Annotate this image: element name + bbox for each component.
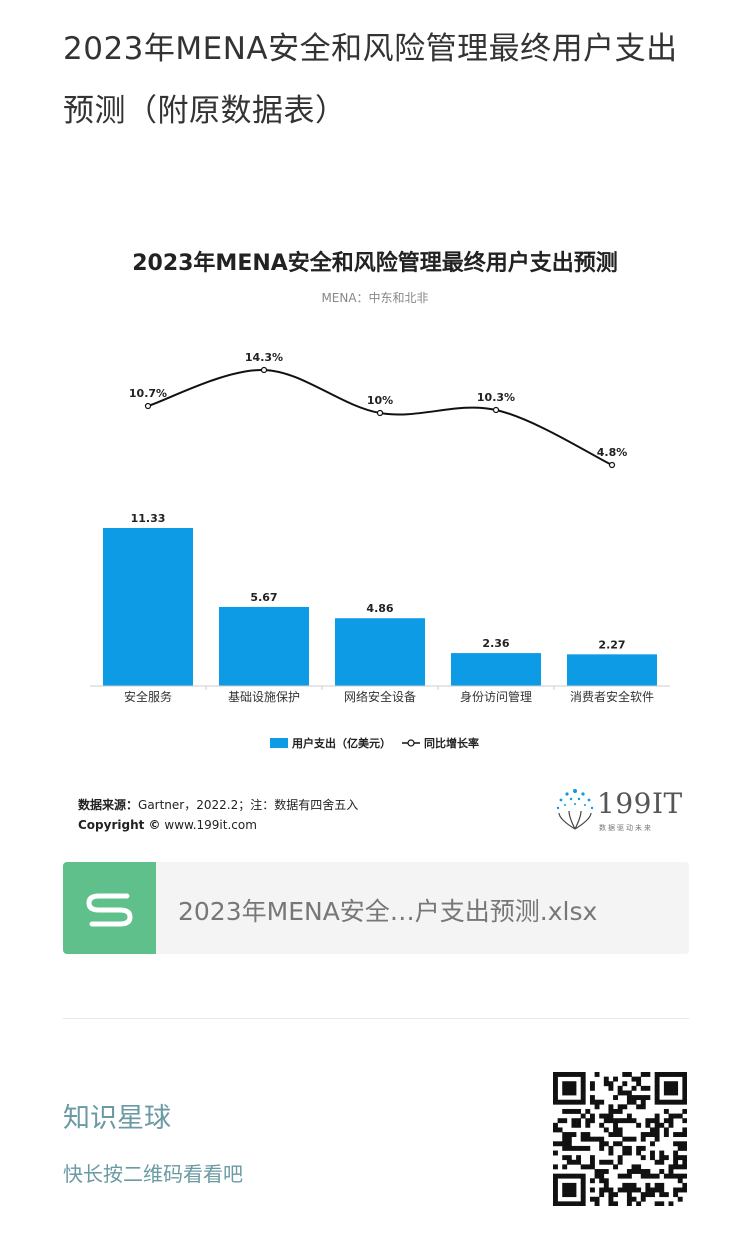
category-label-0: 安全服务 xyxy=(124,689,172,704)
growth-label-2: 10% xyxy=(367,394,393,407)
legend-line-marker xyxy=(407,739,415,747)
bar-4 xyxy=(567,654,657,686)
attachment-file-name: 2023年MENA安全…户支出预测.xlsx xyxy=(178,897,598,926)
bar-3 xyxy=(451,653,541,686)
copyright-label: Copyright © xyxy=(78,818,161,832)
growth-label-1: 14.3% xyxy=(245,351,283,364)
logo-text: 199IT xyxy=(597,787,683,820)
promo-title: 知识星球 xyxy=(63,1103,171,1134)
qr-code-icon[interactable] xyxy=(553,1072,687,1206)
chart-subtitle: MENA：中东和北非 xyxy=(321,291,429,305)
divider xyxy=(63,1018,689,1019)
legend-line-label: 同比增长率 xyxy=(424,736,479,750)
legend-bar-label: 用户支出（亿美元） xyxy=(292,736,391,750)
growth-point-4 xyxy=(608,461,616,469)
growth-label-0: 10.7% xyxy=(129,387,167,400)
category-label-1: 基础设施保护 xyxy=(228,690,300,704)
growth-point-2 xyxy=(376,409,384,417)
dandelion-icon xyxy=(556,789,594,830)
growth-point-0 xyxy=(144,402,152,410)
spreadsheet-s-icon xyxy=(63,862,156,954)
growth-point-1 xyxy=(260,366,268,374)
bar-2 xyxy=(335,618,425,686)
growth-point-3 xyxy=(492,406,500,414)
bar-value-label-3: 2.36 xyxy=(482,637,509,650)
bar-line-chart: 10.7% 14.3% 10% 10.3% 4.8% 11.33 5.67 4.86 2.36… xyxy=(90,351,670,750)
chart-image: 2023年MENA安全和风险管理最终用户支出预测 MENA：中东和北非 10.7… xyxy=(60,225,690,845)
article-title: 2023年MENA安全和风险管理最终用户支出预测（附原数据表） xyxy=(63,31,678,129)
source-label: 数据来源： xyxy=(78,798,139,812)
category-label-3: 身份访问管理 xyxy=(460,689,532,704)
logo-tagline: 数据驱动未来 xyxy=(599,824,653,832)
growth-label-4: 4.8% xyxy=(597,446,628,459)
bar-value-label-1: 5.67 xyxy=(250,591,277,604)
file-attachment[interactable]: 2023年MENA安全…户支出预测.xlsx xyxy=(63,862,689,954)
source-text: Gartner，2022.2；注：数据有四舍五入 xyxy=(138,798,359,812)
bar-value-label-0: 11.33 xyxy=(131,512,166,525)
legend-bar-swatch xyxy=(270,738,288,748)
bar-value-label-2: 4.86 xyxy=(366,602,393,615)
data-source: 数据来源：Gartner，2022.2；注：数据有四舍五入 Copyright … xyxy=(78,795,358,835)
bar-0 xyxy=(103,528,193,686)
category-label-2: 网络安全设备 xyxy=(344,689,416,704)
copyright-site: www.199it.com xyxy=(164,818,257,832)
growth-rate-line xyxy=(147,368,613,466)
chart-title: 2023年MENA安全和风险管理最终用户支出预测 xyxy=(132,251,618,276)
bar-value-label-4: 2.27 xyxy=(598,638,625,651)
199it-logo: 199IT 数据驱动未来 xyxy=(553,785,683,835)
promo-subtitle: 快长按二维码看看吧 xyxy=(63,1162,243,1186)
growth-label-3: 10.3% xyxy=(477,391,515,404)
bar-1 xyxy=(219,606,309,686)
category-label-4: 消费者安全软件 xyxy=(570,689,654,704)
